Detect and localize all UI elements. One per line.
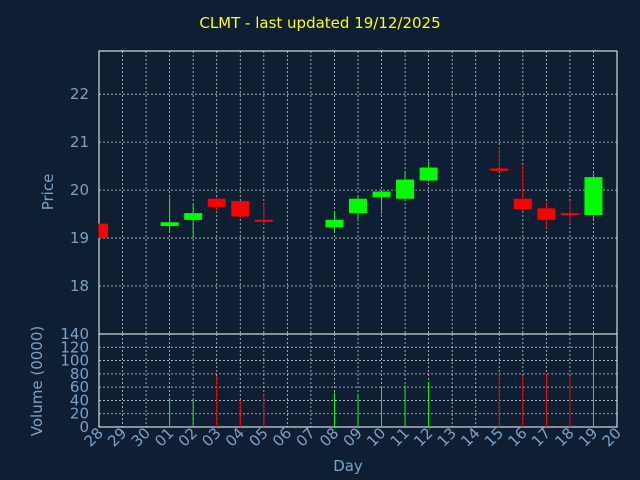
volume-tick-label: 120 (60, 338, 89, 356)
x-tick-label: 20 (599, 424, 625, 450)
candle-body (372, 191, 391, 198)
price-tick-label: 21 (70, 133, 89, 151)
x-tick-label: 08 (316, 424, 342, 450)
x-tick-label: 17 (528, 424, 554, 450)
volume-tick-label: 80 (70, 365, 89, 383)
candle-body (490, 168, 509, 171)
price-axis-label: Price (39, 174, 57, 211)
candle-body (160, 222, 179, 227)
x-tick-label: 05 (245, 424, 271, 450)
price-tick-label: 19 (70, 229, 89, 247)
x-tick-label: 18 (552, 424, 578, 450)
candle-body (584, 177, 603, 216)
candle-body (325, 219, 344, 228)
candle-body (231, 201, 250, 217)
x-tick-label: 03 (198, 424, 224, 450)
volume-axis-label: Volume (0000) (28, 326, 46, 436)
candle-body (560, 213, 579, 216)
x-tick-label: 14 (457, 424, 483, 450)
x-axis-label: Day (333, 457, 363, 475)
candle-body (207, 198, 226, 207)
x-tick-label: 06 (269, 424, 295, 450)
price-tick-label: 18 (70, 277, 89, 295)
price-tick-label: 22 (70, 85, 89, 103)
candle-body (184, 213, 203, 220)
x-tick-label: 01 (151, 424, 177, 450)
volume-tick-label: 140 (60, 325, 89, 343)
x-tick-label: 30 (128, 424, 154, 450)
volume-tick-label: 0 (79, 418, 89, 436)
x-tick-label: 29 (104, 424, 130, 450)
volume-tick-label: 100 (60, 352, 89, 370)
x-tick-label: 11 (387, 424, 413, 450)
candle-body (537, 208, 556, 220)
x-tick-label: 13 (434, 424, 460, 450)
x-tick-label: 12 (410, 424, 436, 450)
candle-body (99, 223, 108, 239)
candle-body (254, 219, 273, 222)
x-tick-label: 04 (222, 424, 248, 450)
x-tick-label: 10 (363, 424, 389, 450)
x-tick-label: 09 (340, 424, 366, 450)
x-tick-label: 02 (175, 424, 201, 450)
candle-body (349, 198, 367, 214)
x-tick-label: 19 (575, 424, 601, 450)
volume-tick-label: 60 (70, 378, 89, 396)
candle-body (419, 167, 438, 181)
candle-body (396, 179, 415, 199)
volume-tick-label: 20 (70, 405, 89, 423)
x-tick-label: 16 (504, 424, 530, 450)
chart-title: CLMT - last updated 19/12/2025 (199, 14, 441, 32)
x-tick-label: 15 (481, 424, 507, 450)
price-tick-label: 20 (70, 181, 89, 199)
volume-tick-label: 40 (70, 391, 89, 409)
candle-body (513, 198, 532, 210)
x-tick-label: 07 (293, 424, 319, 450)
